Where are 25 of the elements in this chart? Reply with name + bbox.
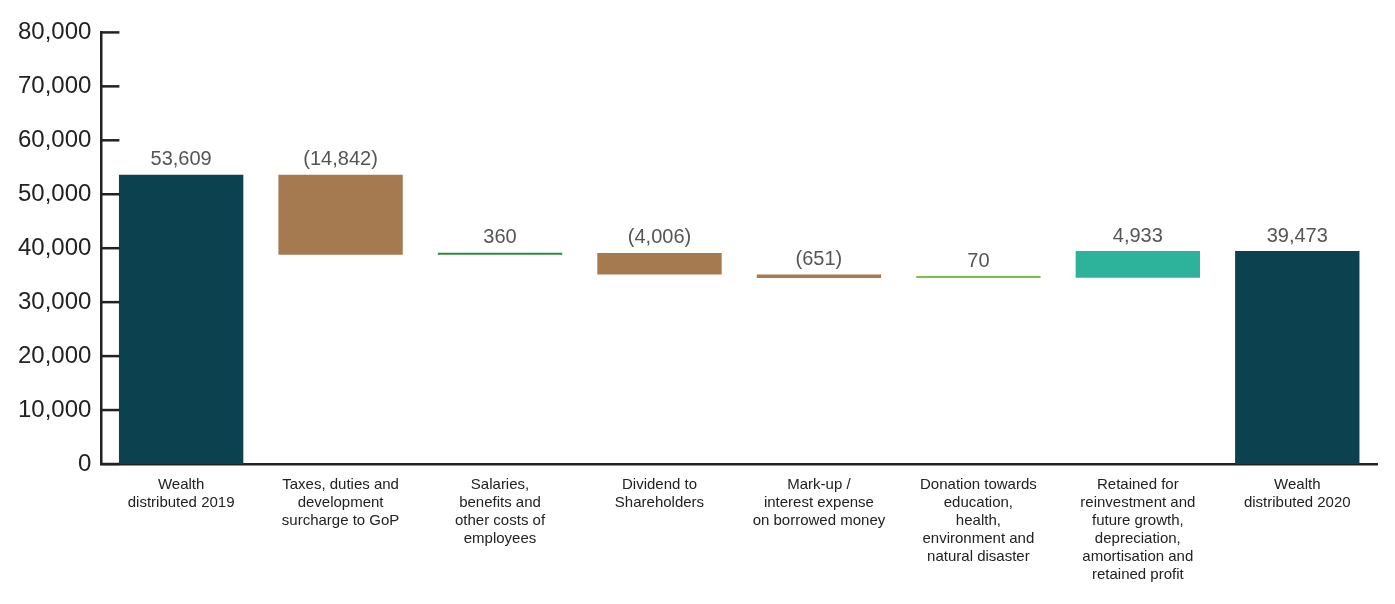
data-label: 4,933	[1112, 223, 1163, 246]
y-tick-label: 0	[78, 448, 92, 476]
x-tick-label: Dividend to Shareholders	[614, 475, 705, 511]
data-label: 39,473	[1266, 223, 1328, 246]
y-tick-label: 50,000	[18, 178, 92, 206]
x-tick-label: Taxes, duties and development surcharge to GoP	[281, 475, 400, 529]
y-tick-label: 20,000	[18, 340, 92, 368]
x-tick-label: Wealth distributed 2019	[127, 475, 235, 511]
data-label: 70	[967, 248, 990, 271]
data-label: 360	[483, 225, 517, 248]
x-tick-label: Mark-up / interest expense on borrowed money	[752, 475, 886, 529]
y-tick-label: 10,000	[18, 394, 92, 422]
data-label: (651)	[795, 247, 843, 270]
x-tick-label: Donation towards education, health, environment and natural disaster	[920, 475, 1037, 565]
data-label: 53,609	[150, 147, 212, 170]
x-tick-label: Wealth distributed 2020	[1243, 475, 1351, 511]
y-tick-label: 40,000	[18, 232, 92, 260]
data-label: (4,006)	[627, 225, 692, 248]
y-tick-label: 70,000	[18, 70, 92, 98]
y-tick-label: 60,000	[18, 124, 92, 152]
y-tick-label: 30,000	[18, 286, 92, 314]
x-tick-label: Salaries, benefits and other costs of employees	[455, 475, 546, 547]
data-label: (14,842)	[303, 147, 378, 170]
x-tick-label: Retained for reinvestment and future growth, depreciation, amortisation and retained profit	[1080, 475, 1196, 583]
y-tick-label: 80,000	[18, 17, 92, 45]
